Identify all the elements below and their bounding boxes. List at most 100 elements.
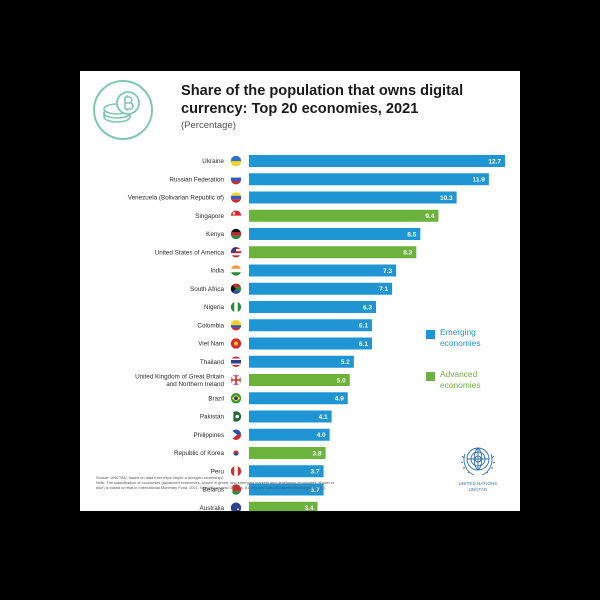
- category-label: Thailand: [200, 359, 225, 366]
- flag-art: [230, 484, 242, 495]
- flag-stripe: [230, 287, 242, 291]
- flag-stripe: [230, 364, 242, 367]
- category-label: Singapore: [195, 213, 224, 220]
- org-line-1: UNITED NATIONS: [458, 481, 498, 486]
- flag-art: [230, 356, 242, 367]
- flag-art: [230, 411, 242, 422]
- flag-stripe: [230, 290, 242, 294]
- category-label: United States of America: [155, 249, 225, 256]
- flag-stripe: [230, 195, 242, 200]
- value-label: 10.3: [440, 195, 453, 202]
- bar: [249, 191, 457, 204]
- bar: [249, 301, 376, 313]
- flag-stripe: [230, 358, 242, 360]
- flag-stripe: [230, 320, 242, 326]
- category-label: and Northern Ireland: [166, 381, 224, 388]
- source-line: Source: UNCTAD, based on data from https…: [96, 475, 224, 480]
- australia-flag-icon: [230, 502, 242, 511]
- flag-moon: [232, 212, 236, 215]
- org-line-2: UNCTAD: [468, 486, 488, 492]
- thailand-flag-icon: [230, 356, 242, 367]
- bar-row: Thailand 5.2: [200, 355, 354, 368]
- flag-art: [230, 429, 242, 440]
- category-label: Viet Nam: [198, 341, 224, 348]
- flag-art: [230, 502, 242, 511]
- category-label: Australia: [200, 505, 225, 511]
- flag-cross-red: [230, 374, 242, 386]
- value-label: 6.1: [359, 323, 368, 330]
- digital-coins-icon: [93, 80, 153, 140]
- bar-row: United States of America 8.3: [155, 246, 417, 259]
- bar: [249, 209, 439, 222]
- category-label: Venezuela (Bolivarian Republic of): [128, 195, 224, 202]
- flag-stripe: [230, 356, 242, 359]
- value-label: 5.0: [337, 377, 346, 384]
- value-label: 3.8: [313, 450, 322, 457]
- flag-art: [230, 393, 242, 404]
- chart-title: Share of the population that owns digita…: [181, 82, 511, 118]
- flag-stripe: [230, 228, 242, 233]
- legend-advanced-line-1: Advanced: [440, 369, 478, 379]
- category-label: Pakistan: [200, 414, 225, 421]
- value-label: 7.1: [379, 286, 388, 293]
- flag-art: [230, 320, 242, 331]
- bar-row: Belarus 3.7: [203, 483, 324, 496]
- bar-row: Nigeria 6.3: [204, 301, 376, 313]
- venezuela-flag-icon: [230, 192, 242, 203]
- brazil-flag-icon: [230, 393, 242, 404]
- bar: [249, 228, 421, 240]
- flag-stripe: [230, 268, 242, 273]
- flag-art: [230, 447, 242, 459]
- bar-row: Colombia 6.1: [197, 319, 372, 332]
- flag-stripe: [230, 411, 234, 422]
- category-label: Ukraine: [202, 158, 224, 165]
- value-label: 11.9: [473, 177, 486, 184]
- flag-stripe: [234, 301, 238, 313]
- belarus-flag-icon: [230, 484, 242, 495]
- bar: [249, 155, 505, 167]
- legend-advanced-swatch: [426, 372, 435, 381]
- category-label: India: [210, 268, 224, 275]
- flag-stripe: [230, 434, 242, 440]
- flag-star: [234, 341, 238, 346]
- bar-row: Philippines 4.0: [194, 428, 330, 441]
- legend-emerging-line-1: Emerging: [440, 327, 476, 337]
- flag-stripe: [230, 325, 242, 328]
- flag-stripe: [230, 491, 242, 495]
- flag-stripe: [230, 155, 242, 161]
- value-label: 6.1: [359, 341, 368, 348]
- russia-flag-icon: [230, 174, 242, 185]
- flag-stripe: [230, 177, 242, 182]
- category-label: Philippines: [194, 432, 224, 439]
- bar: [249, 282, 393, 295]
- uk-flag-icon: [230, 374, 242, 386]
- bar: [249, 337, 372, 350]
- flag-stripe: [230, 265, 242, 269]
- flag-taeguk-bottom: [233, 453, 239, 456]
- pakistan-flag-icon: [230, 411, 242, 422]
- flag-stripe: [230, 199, 242, 203]
- legend-advanced-line-2: economies: [440, 379, 481, 390]
- flag-stripe: [237, 466, 242, 477]
- ukraine-flag-icon: [230, 155, 242, 167]
- value-label: 4.1: [319, 414, 328, 421]
- flag-art: [230, 466, 242, 477]
- bar-row: Kenya 8.5: [206, 228, 421, 240]
- legend-emerging-swatch: [426, 330, 435, 339]
- value-label: 8.3: [403, 250, 412, 257]
- bar: [249, 392, 348, 405]
- flag-stripe: [230, 359, 242, 364]
- flag-globe: [234, 396, 238, 401]
- bar: [249, 465, 324, 478]
- category-label: United Kingdom of Great Britain: [135, 374, 224, 381]
- singapore-flag-icon: [230, 210, 242, 221]
- flag-art: [230, 338, 242, 349]
- flag-stripe: [230, 210, 242, 216]
- nigeria-flag-icon: [230, 301, 242, 313]
- flag-star: [237, 508, 239, 511]
- flag-stripe: [234, 466, 238, 477]
- value-label: 12.7: [488, 158, 501, 165]
- flag-ornament: [230, 484, 233, 495]
- un-emblem-icon: [460, 447, 496, 476]
